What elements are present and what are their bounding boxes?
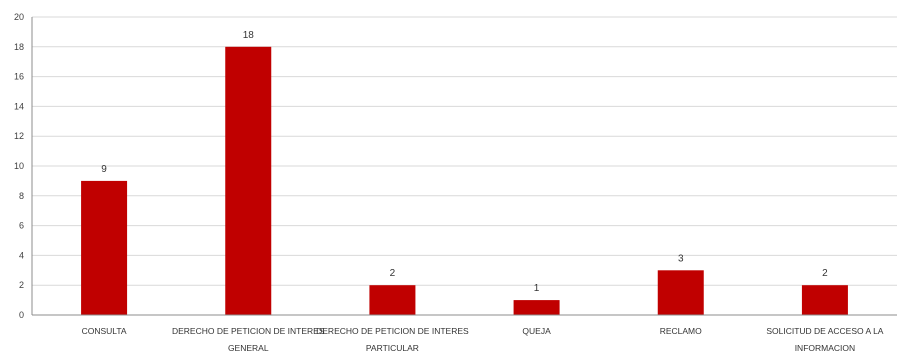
y-tick-label: 16 [14,72,24,82]
y-tick-label: 12 [14,131,24,141]
x-axis-categories: CONSULTA DERECHO DE PETICION DE INTERES GE… [82,326,884,353]
data-label: 3 [678,253,684,264]
x-category-label: QUEJA [522,326,551,336]
bar [81,180,128,315]
bars [81,46,848,316]
y-tick-label: 2 [19,280,24,290]
y-tick-label: 4 [19,250,24,260]
bar [801,285,848,315]
gridlines [32,16,897,286]
x-category-label: DERECHO DE PETICION DE INTERES [316,326,469,336]
y-axis-ticks: 0 2 4 6 8 10 12 14 16 18 20 [14,12,24,320]
x-category-label: CONSULTA [82,326,127,336]
x-category-label: SOLICITUD DE ACCESO A LA [766,326,883,336]
y-tick-label: 18 [14,42,24,52]
y-tick-label: 6 [19,221,24,231]
bar [225,46,272,316]
bar [513,300,560,315]
y-tick-label: 14 [14,101,24,111]
x-category-label: INFORMACION [795,343,855,353]
data-label: 18 [243,30,255,41]
bar [369,285,416,315]
data-label: 9 [101,164,107,175]
bar [657,270,704,315]
x-category-label: GENERAL [228,343,269,353]
y-tick-label: 8 [19,191,24,201]
data-label: 2 [822,268,828,279]
data-label: 1 [534,283,540,294]
data-label: 2 [390,268,396,279]
y-tick-label: 0 [19,310,24,320]
x-category-label: RECLAMO [660,326,702,336]
y-tick-label: 20 [14,12,24,22]
y-tick-label: 10 [14,161,24,171]
x-category-label: DERECHO DE PETICION DE INTERES [172,326,325,336]
data-labels: 9 18 2 1 3 2 [101,30,828,294]
x-category-label: PARTICULAR [366,343,419,353]
